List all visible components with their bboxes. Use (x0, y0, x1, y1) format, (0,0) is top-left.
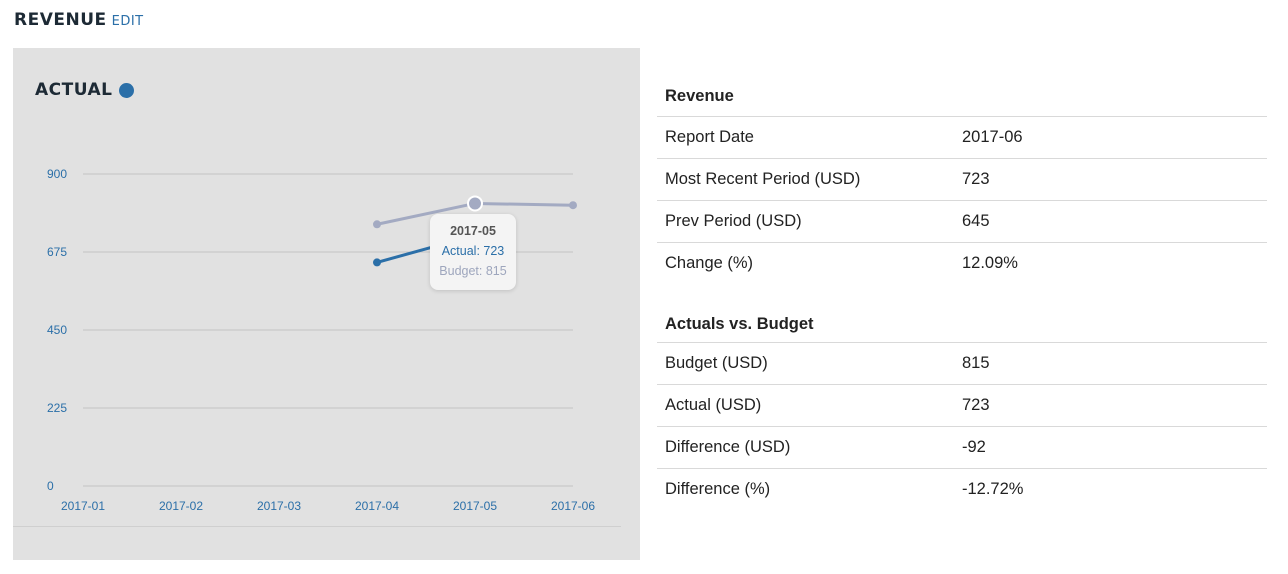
row-label: Difference (USD) (665, 438, 791, 456)
row-value: 723 (962, 170, 990, 188)
table-row: Change (%) 12.09% (657, 243, 1267, 284)
y-tick-label: 675 (47, 245, 67, 259)
row-value: 12.09% (962, 254, 1018, 272)
x-tick-label: 2017-03 (257, 499, 301, 513)
table-row: Report Date 2017-06 (657, 117, 1267, 159)
table-row: Actual (USD) 723 (657, 385, 1267, 427)
tooltip-actual: Actual: 723 (441, 244, 505, 258)
data-point-budget (373, 220, 381, 229)
x-tick-label: 2017-02 (159, 499, 203, 513)
section-header: REVENUE EDIT (14, 10, 144, 30)
tooltip-title: 2017-05 (450, 224, 496, 238)
tooltip-budget: Budget: 815 (439, 264, 507, 278)
row-label: Report Date (665, 128, 754, 146)
line-chart: 900 675 450 225 0 2017-01 2017-02 2017-03 2017-0… (47, 167, 595, 513)
row-label: Prev Period (USD) (665, 212, 802, 230)
row-label: Actual (USD) (665, 396, 762, 414)
legend-label: ACTUAL (35, 80, 113, 100)
row-label: Change (%) (665, 254, 754, 272)
chart-tooltip: 2017-05 Actual: 723 Budget: 815 (430, 214, 516, 290)
row-label: Most Recent Period (USD) (665, 170, 861, 188)
y-tick-label: 0 (47, 479, 54, 493)
x-tick-label: 2017-06 (551, 499, 595, 513)
table-row: Prev Period (USD) 645 (657, 201, 1267, 243)
row-label: Difference (%) (665, 480, 771, 498)
summary-table: Revenue Report Date 2017-06 Most Recent … (657, 74, 1267, 510)
y-tick-label: 225 (47, 401, 67, 415)
panel-divider (13, 526, 621, 527)
revenue-table-heading: Revenue (657, 74, 1267, 117)
x-tick-label: 2017-04 (355, 499, 399, 513)
row-value: 2017-06 (962, 128, 1023, 146)
y-tick-label: 900 (47, 167, 67, 181)
table-row: Budget (USD) 815 (657, 343, 1267, 385)
row-value: 645 (962, 212, 990, 230)
table-row: Most Recent Period (USD) 723 (657, 159, 1267, 201)
data-point-actual (373, 258, 381, 267)
row-value: 723 (962, 396, 990, 414)
table-row: Difference (USD) -92 (657, 427, 1267, 469)
row-value: -12.72% (962, 480, 1024, 498)
row-value: -92 (962, 438, 986, 456)
data-point-budget (569, 201, 577, 210)
chart-panel: ACTUAL 900 675 450 225 0 2017-01 2017-02 2017-0… (13, 48, 640, 560)
data-point-budget (467, 195, 483, 212)
x-tick-label: 2017-01 (61, 499, 105, 513)
section-title: REVENUE (14, 10, 107, 30)
chart-legend[interactable]: ACTUAL (35, 80, 134, 100)
x-tick-label: 2017-05 (453, 499, 497, 513)
table-row: Difference (%) -12.72% (657, 469, 1267, 510)
row-label: Budget (USD) (665, 354, 768, 372)
row-value: 815 (962, 354, 990, 372)
legend-dot-icon (118, 82, 134, 98)
budget-table-heading: Actuals vs. Budget (657, 284, 1267, 343)
edit-link[interactable]: EDIT (111, 14, 144, 29)
y-tick-label: 450 (47, 323, 67, 337)
